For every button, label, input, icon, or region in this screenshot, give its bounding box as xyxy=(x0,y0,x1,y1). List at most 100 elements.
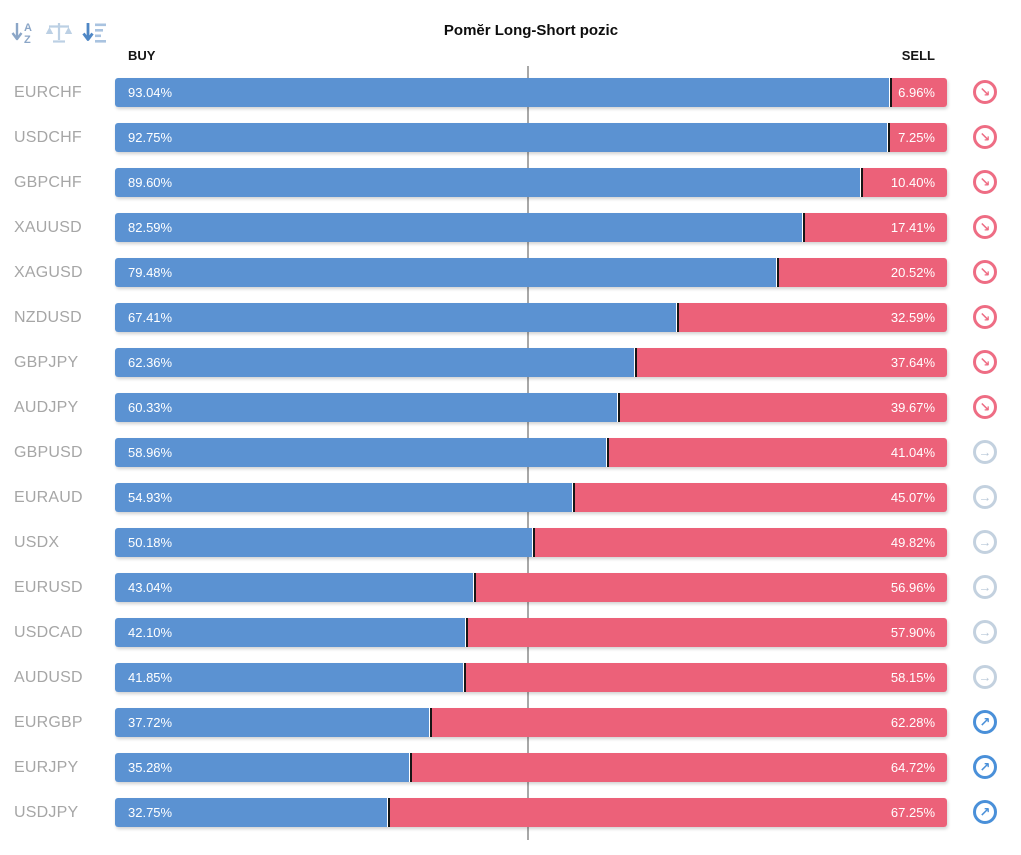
ratio-bar[interactable]: 92.75% 7.25% xyxy=(115,123,947,152)
pair-label: EURAUD xyxy=(14,489,83,506)
trend-icon-down[interactable]: ↘ xyxy=(973,170,997,194)
ratio-bar[interactable]: 42.10% 57.90% xyxy=(115,618,947,647)
ratio-bar[interactable]: 58.96% 41.04% xyxy=(115,438,947,467)
table-row-gbpchf: GBPCHF 89.60% 10.40% ↘ xyxy=(0,168,1021,197)
buy-bar-segment: 92.75% xyxy=(115,123,887,152)
sell-bar-segment: 39.67% xyxy=(619,393,947,422)
table-row-gbpjpy: GBPJPY 62.36% 37.64% ↘ xyxy=(0,348,1021,377)
trend-icon-up[interactable]: ↗ xyxy=(973,710,997,734)
sort-alphabetical-icon[interactable]: A Z xyxy=(10,19,38,46)
trend-arrow-glyph: ↗ xyxy=(979,714,991,729)
table-row-gbpusd: GBPUSD 58.96% 41.04% → xyxy=(0,438,1021,467)
bar-divider xyxy=(572,483,576,512)
bar-divider xyxy=(408,753,412,782)
trend-icon-up[interactable]: ↗ xyxy=(973,755,997,779)
bar-divider xyxy=(387,798,391,827)
ratio-bar[interactable]: 54.93% 45.07% xyxy=(115,483,947,512)
pair-label: AUDUSD xyxy=(14,669,83,686)
buy-percent: 67.41% xyxy=(128,310,173,325)
ratio-bar[interactable]: 82.59% 17.41% xyxy=(115,213,947,242)
pair-label: EURCHF xyxy=(14,84,82,101)
trend-arrow-glyph: ↘ xyxy=(979,174,991,189)
svg-text:A: A xyxy=(24,22,32,34)
sell-bar-segment: 56.96% xyxy=(476,573,947,602)
bar-divider xyxy=(889,78,893,107)
trend-arrow-glyph: ↗ xyxy=(979,759,991,774)
trend-arrow-glyph: → xyxy=(978,579,992,594)
buy-percent: 41.85% xyxy=(128,670,173,685)
trend-icon-down[interactable]: ↘ xyxy=(973,80,997,104)
trend-icon-flat[interactable]: → xyxy=(973,575,997,599)
buy-percent: 93.04% xyxy=(128,85,173,100)
sell-percent: 32.59% xyxy=(890,310,935,325)
ratio-bar[interactable]: 41.85% 58.15% xyxy=(115,663,947,692)
table-row-eurjpy: EURJPY 35.28% 64.72% ↗ xyxy=(0,753,1021,782)
pair-label: XAUUSD xyxy=(14,219,82,236)
buy-percent: 62.36% xyxy=(128,355,173,370)
buy-percent: 60.33% xyxy=(128,400,173,415)
buy-bar-segment: 60.33% xyxy=(115,393,617,422)
trend-arrow-glyph: → xyxy=(978,489,992,504)
sell-percent: 10.40% xyxy=(890,175,935,190)
sort-toolbar: A Z xyxy=(10,19,108,46)
buy-bar-segment: 93.04% xyxy=(115,78,890,107)
buy-percent: 79.48% xyxy=(128,265,173,280)
ratio-bar[interactable]: 79.48% 20.52% xyxy=(115,258,947,287)
buy-bar-segment: 35.28% xyxy=(115,753,409,782)
buy-bar-segment: 67.41% xyxy=(115,303,676,332)
trend-arrow-glyph: → xyxy=(978,669,992,684)
buy-bar-segment: 41.85% xyxy=(115,663,464,692)
ratio-bar[interactable]: 37.72% 62.28% xyxy=(115,708,947,737)
ratio-bar[interactable]: 89.60% 10.40% xyxy=(115,168,947,197)
ratio-bar[interactable]: 43.04% 56.96% xyxy=(115,573,947,602)
trend-icon-down[interactable]: ↘ xyxy=(973,215,997,239)
bar-divider xyxy=(605,438,609,467)
trend-icon-down[interactable]: ↘ xyxy=(973,350,997,374)
sell-bar-segment: 62.28% xyxy=(431,708,947,737)
trend-icon-down[interactable]: ↘ xyxy=(973,395,997,419)
trend-arrow-glyph: ↘ xyxy=(979,84,991,99)
ratio-bar[interactable]: 50.18% 49.82% xyxy=(115,528,947,557)
trend-icon-flat[interactable]: → xyxy=(973,620,997,644)
trend-icon-flat[interactable]: → xyxy=(973,530,997,554)
bar-divider xyxy=(675,303,679,332)
sort-by-value-icon[interactable] xyxy=(80,19,108,46)
pair-label: GBPUSD xyxy=(14,444,83,461)
sell-percent: 41.04% xyxy=(890,445,935,460)
sell-bar-segment: 37.64% xyxy=(636,348,947,377)
table-row-nzdusd: NZDUSD 67.41% 32.59% ↘ xyxy=(0,303,1021,332)
trend-icon-flat[interactable]: → xyxy=(973,440,997,464)
trend-icon-flat[interactable]: → xyxy=(973,665,997,689)
buy-bar-segment: 89.60% xyxy=(115,168,861,197)
pair-label: EURUSD xyxy=(14,579,83,596)
sell-bar-segment: 49.82% xyxy=(535,528,947,557)
trend-icon-down[interactable]: ↘ xyxy=(973,305,997,329)
sell-percent: 20.52% xyxy=(890,265,935,280)
sell-percent: 39.67% xyxy=(890,400,935,415)
trend-icon-down[interactable]: ↘ xyxy=(973,260,997,284)
trend-icon-down[interactable]: ↘ xyxy=(973,125,997,149)
ratio-bar[interactable]: 60.33% 39.67% xyxy=(115,393,947,422)
trend-icon-up[interactable]: ↗ xyxy=(973,800,997,824)
ratio-bar[interactable]: 35.28% 64.72% xyxy=(115,753,947,782)
table-row-eurusd: EURUSD 43.04% 56.96% → xyxy=(0,573,1021,602)
balance-scale-icon[interactable] xyxy=(45,19,73,46)
pair-label: GBPJPY xyxy=(14,354,79,371)
trend-icon-flat[interactable]: → xyxy=(973,485,997,509)
pair-label: XAGUSD xyxy=(14,264,83,281)
pair-label: GBPCHF xyxy=(14,174,82,191)
ratio-bar[interactable]: 93.04% 6.96% xyxy=(115,78,947,107)
bar-divider xyxy=(532,528,536,557)
buy-percent: 50.18% xyxy=(128,535,173,550)
ratio-bar[interactable]: 62.36% 37.64% xyxy=(115,348,947,377)
bar-divider xyxy=(473,573,477,602)
sort-by-value-glyph xyxy=(82,23,106,43)
sell-percent: 17.41% xyxy=(890,220,935,235)
buy-percent: 82.59% xyxy=(128,220,173,235)
sell-bar-segment: 67.25% xyxy=(390,798,947,827)
ratio-bar[interactable]: 32.75% 67.25% xyxy=(115,798,947,827)
sell-bar-segment: 64.72% xyxy=(411,753,947,782)
bar-divider xyxy=(860,168,864,197)
trend-arrow-glyph: ↗ xyxy=(979,804,991,819)
ratio-bar[interactable]: 67.41% 32.59% xyxy=(115,303,947,332)
